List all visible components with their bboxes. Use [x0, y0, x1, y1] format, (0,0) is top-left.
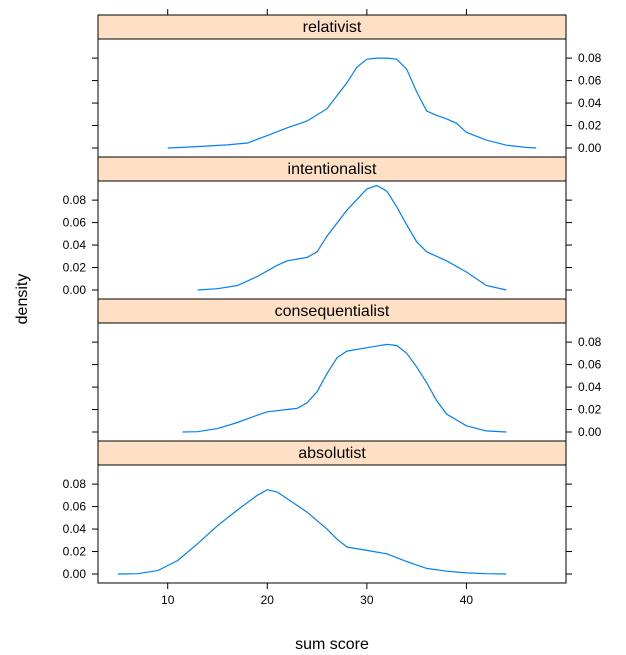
x-tick-label: 10: [161, 593, 175, 607]
strip-relativist: [97, 14, 567, 40]
density-curve-relativist: [167, 57, 537, 149]
x-axis: 10 20 30 40: [161, 583, 473, 607]
density-curve-intentionalist: [197, 184, 507, 291]
panel-frame: [97, 322, 567, 442]
panel-consequentialist: consequentialist 0.00 0.02 0.04 0.06 0.08: [92, 298, 602, 442]
top-axis: [167, 9, 467, 15]
x-tick-label: 40: [460, 593, 474, 607]
x-axis-title: sum score: [295, 636, 369, 653]
strip-label: relativist: [303, 19, 362, 36]
y-tick-label: 0.08: [578, 335, 602, 349]
x-tick-label: 30: [360, 593, 374, 607]
panel-frame: [97, 464, 567, 584]
panel-frame: [97, 180, 567, 300]
y-tick-label: 0.02: [578, 119, 602, 133]
y-tick-label: 0.08: [63, 477, 87, 491]
y-tick-label: 0.06: [63, 500, 87, 514]
strip-absolutist: [97, 440, 567, 466]
y-tick-label: 0.00: [63, 283, 87, 297]
y-tick-label: 0.02: [578, 403, 602, 417]
panel-frame: [97, 38, 567, 158]
y-tick-label: 0.00: [63, 567, 87, 581]
y-tick-label: 0.06: [578, 74, 602, 88]
y-tick-label: 0.06: [578, 358, 602, 372]
panels: relativist0.000.020.040.060.08intentiona…: [63, 14, 602, 584]
y-tick-label: 0.00: [578, 141, 602, 155]
y-tick-label: 0.00: [578, 425, 602, 439]
density-curve-consequentialist: [182, 343, 507, 433]
y-tick-label: 0.06: [63, 216, 87, 230]
y-tick-label: 0.08: [578, 51, 602, 65]
y-tick-label: 0.04: [578, 380, 602, 394]
strip-label: absolutist: [298, 445, 366, 462]
y-tick-label: 0.08: [63, 193, 87, 207]
strip-consequentialist: [97, 298, 567, 324]
panel-intentionalist: intentionalist 0.00 0.02 0.04 0.06 0.08: [63, 156, 572, 300]
y-tick-label: 0.04: [578, 96, 602, 110]
y-tick-label: 0.04: [63, 522, 87, 536]
density-curve-absolutist: [117, 489, 507, 575]
strip-intentionalist: [97, 156, 567, 182]
y-axis-title: density: [14, 274, 31, 325]
y-tick-label: 0.02: [63, 545, 87, 559]
y-tick-label: 0.02: [63, 261, 87, 275]
panel-relativist: relativist 0.00 0.02 0.04 0.06 0.08: [92, 14, 602, 158]
panel-absolutist: absolutist 0.00 0.02 0.04 0.06 0.08: [63, 440, 572, 584]
y-tick-label: 0.04: [63, 238, 87, 252]
x-tick-label: 20: [261, 593, 275, 607]
strip-label: consequentialist: [275, 303, 390, 320]
strip-label: intentionalist: [288, 161, 378, 178]
